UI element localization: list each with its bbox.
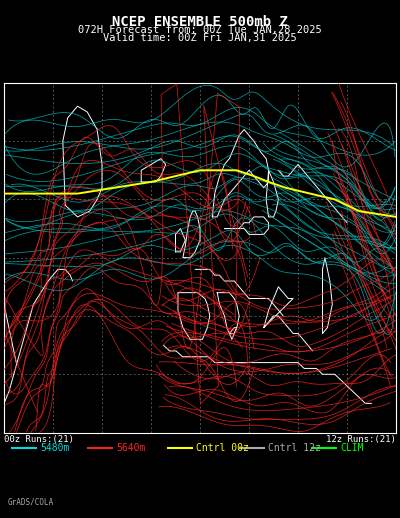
Text: CLIM: CLIM	[340, 443, 364, 453]
Text: NCEP ENSEMBLE 500mb Z: NCEP ENSEMBLE 500mb Z	[112, 15, 288, 28]
Text: GrADS/COLA: GrADS/COLA	[8, 498, 54, 507]
Text: 072H Forecast from: 00Z Tue JAN,28 2025: 072H Forecast from: 00Z Tue JAN,28 2025	[78, 25, 322, 35]
Text: 5640m: 5640m	[116, 443, 145, 453]
Text: 12z Runs:(21): 12z Runs:(21)	[326, 435, 396, 444]
Text: Valid time: 00Z Fri JAN,31 2025: Valid time: 00Z Fri JAN,31 2025	[103, 33, 297, 43]
Text: 5480m: 5480m	[40, 443, 69, 453]
Text: Cntrl 12z: Cntrl 12z	[268, 443, 321, 453]
Text: 00z Runs:(21): 00z Runs:(21)	[4, 435, 74, 444]
Text: Cntrl 00z: Cntrl 00z	[196, 443, 249, 453]
